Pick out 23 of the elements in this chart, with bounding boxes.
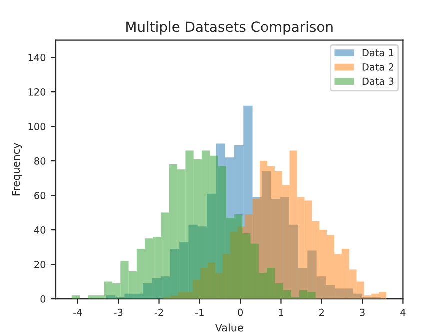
x-tick-label: 2 — [320, 308, 324, 316]
y-tick-label: 120 — [28, 88, 46, 96]
x-tick-label: 4 — [400, 309, 406, 316]
legend-label: Data 3 — [362, 78, 394, 86]
x-tick-label: 0 — [238, 308, 244, 316]
y-axis-title: Frequency — [12, 143, 22, 196]
x-tick-label: -4 — [74, 309, 82, 316]
y-tick-label: 100 — [28, 123, 46, 130]
y-tick-label: 0 — [40, 296, 46, 303]
chart-title: Multiple Datasets Comparison — [126, 21, 333, 35]
x-axis-title: Value — [215, 324, 244, 332]
y-tick-label: 20 — [34, 261, 46, 268]
y-tick-label: 60 — [34, 192, 46, 200]
x-tick-label: 1 — [279, 309, 284, 316]
y-tick-label: 140 — [28, 54, 46, 62]
x-tick-label: -2 — [154, 308, 164, 316]
x-tick-label: 3 — [360, 308, 365, 316]
y-tick-label: 80 — [34, 158, 46, 165]
x-tick-label: -1 — [196, 309, 204, 316]
legend-label: Data 1 — [362, 49, 394, 57]
y-tick-label: 40 — [34, 226, 46, 234]
x-tick-label: -3 — [114, 308, 123, 316]
legend-label: Data 2 — [362, 64, 394, 71]
